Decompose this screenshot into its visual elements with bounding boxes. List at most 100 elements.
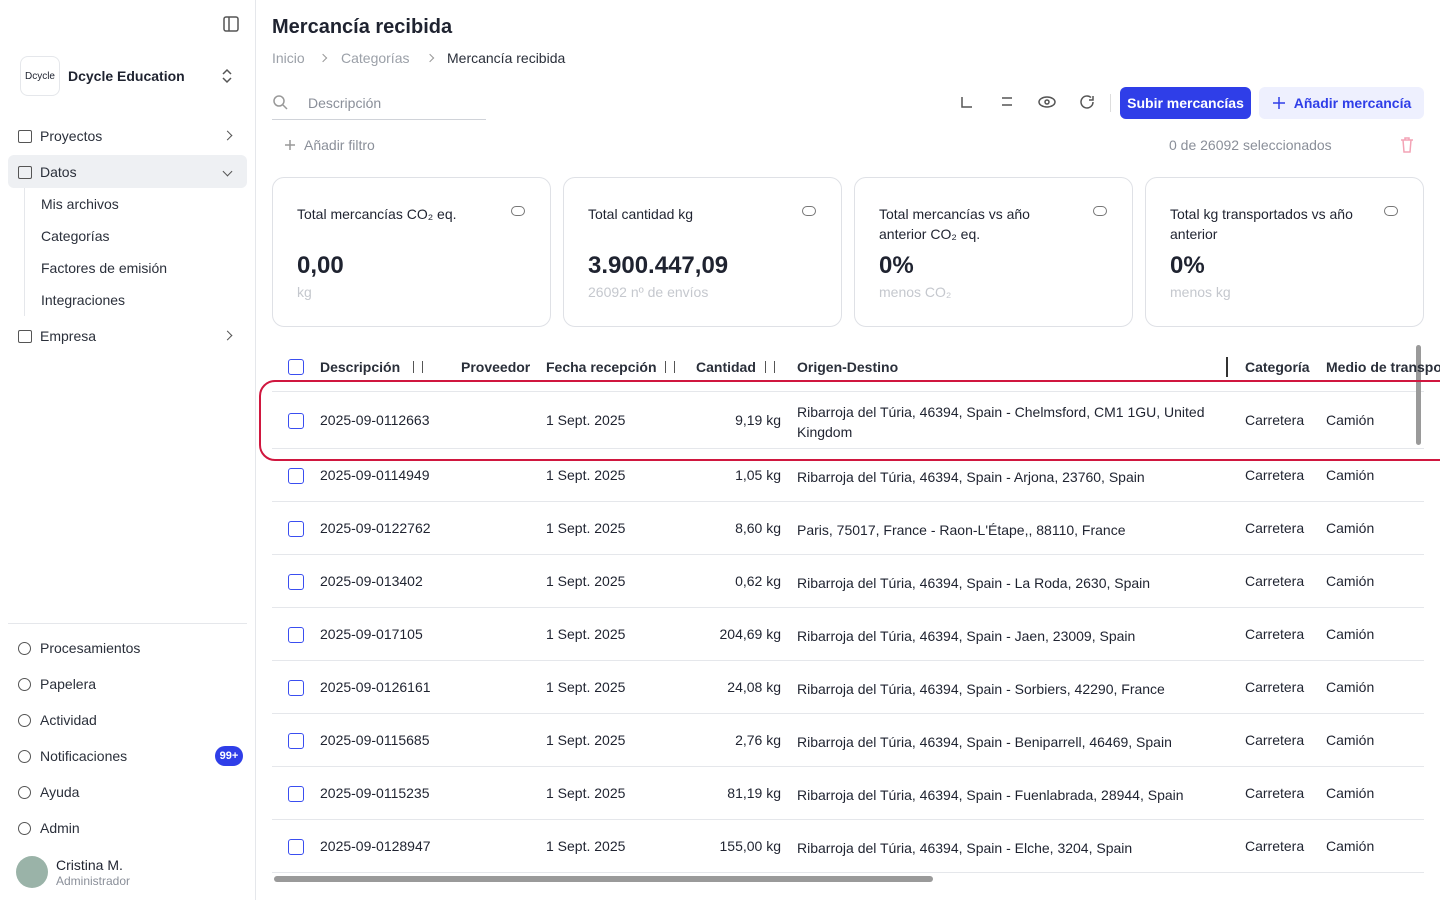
- upload-button[interactable]: Subir mercancías: [1120, 87, 1251, 119]
- card-title: Total kg transportados vs año anterior: [1170, 206, 1353, 242]
- column-header[interactable]: Descripción: [320, 359, 401, 375]
- row-checkbox[interactable]: [288, 838, 304, 855]
- row-border: [272, 448, 1424, 449]
- kpi-card: Total mercancías CO₂ eq. 0,00 kg: [272, 177, 551, 327]
- cell-qty: 1,05 kg: [735, 466, 781, 483]
- cell-date: 1 Sept. 2025: [546, 731, 626, 748]
- cell-date: 1 Sept. 2025: [546, 519, 626, 536]
- cell-transport: Camión: [1326, 466, 1375, 483]
- card-icon: [1093, 206, 1107, 216]
- card-title: Total mercancías vs año anterior CO₂ eq.: [879, 206, 1030, 242]
- row-checkbox[interactable]: [288, 412, 304, 429]
- org-switch[interactable]: [220, 68, 234, 84]
- cell-transport: Camión: [1326, 625, 1375, 642]
- cell-date: 1 Sept. 2025: [546, 466, 626, 483]
- cell-qty: 0,62 kg: [735, 572, 781, 589]
- search-input[interactable]: Descripción: [308, 95, 382, 111]
- row-checkbox[interactable]: [288, 679, 304, 696]
- cell-transport: Camión: [1326, 731, 1375, 748]
- cell-category: Carretera: [1245, 519, 1305, 536]
- nav-item[interactable]: Proyectos: [40, 128, 103, 144]
- row-checkbox[interactable]: [288, 626, 304, 643]
- refresh-icon[interactable]: [1079, 94, 1095, 110]
- view-icon[interactable]: [1038, 95, 1056, 109]
- add-button[interactable]: Añadir mercancía: [1259, 87, 1424, 119]
- cell-id: 2025-09-0114949: [320, 466, 430, 483]
- sort-icon[interactable]: [765, 361, 775, 373]
- subnav-line: [24, 188, 25, 316]
- card-title: Total mercancías CO₂ eq.: [297, 206, 457, 222]
- nav-item[interactable]: Empresa: [40, 328, 97, 344]
- bottom-item[interactable]: Papelera: [40, 676, 97, 692]
- sort-icon[interactable]: [413, 361, 423, 373]
- bottom-item[interactable]: Actividad: [40, 712, 97, 728]
- cell-qty: 24,08 kg: [727, 678, 781, 695]
- org-name[interactable]: Dcycle Education: [68, 68, 185, 84]
- bottom-icon: [18, 750, 31, 763]
- row-border: [272, 819, 1424, 820]
- column-header[interactable]: Fecha recepción: [546, 359, 657, 375]
- column-header[interactable]: Origen-Destino: [797, 359, 899, 375]
- collapse-icon[interactable]: [223, 16, 239, 32]
- tool-icon[interactable]: [960, 95, 974, 109]
- row-checkbox[interactable]: [288, 732, 304, 749]
- row-checkbox[interactable]: [288, 520, 304, 537]
- column-header[interactable]: Medio de transporte: [1326, 359, 1440, 375]
- divider: [8, 623, 247, 624]
- filter-button[interactable]: Añadir filtro: [304, 137, 375, 153]
- sort-icon[interactable]: [665, 361, 675, 373]
- user-name: Cristina M.: [56, 857, 123, 873]
- subnav-item[interactable]: Mis archivos: [41, 196, 119, 212]
- row-border: [272, 660, 1424, 661]
- kpi-card: Total kg transportados vs año anterior 0%…: [1145, 177, 1424, 327]
- column-header[interactable]: Categoría: [1245, 359, 1310, 375]
- subnav-item[interactable]: Categorías: [41, 228, 110, 244]
- active-bg: [8, 155, 247, 188]
- cell-qty: 9,19 kg: [735, 411, 781, 428]
- cell-route: Ribarroja del Túria, 46394, Spain - Jaen…: [797, 627, 1136, 644]
- tool-icon[interactable]: [1000, 95, 1014, 109]
- cell-date: 1 Sept. 2025: [546, 784, 626, 801]
- cell-transport: Camión: [1326, 411, 1375, 428]
- row-border: [272, 713, 1424, 714]
- breadcrumb[interactable]: Inicio: [272, 50, 305, 66]
- nav-icon: [18, 330, 32, 343]
- bottom-item[interactable]: Ayuda: [40, 784, 80, 800]
- cell-route: Ribarroja del Túria, 46394, Spain - Sorb…: [797, 680, 1165, 697]
- bottom-item[interactable]: Admin: [40, 820, 80, 836]
- bottom-item[interactable]: Notificaciones: [40, 748, 128, 764]
- row-checkbox[interactable]: [288, 467, 304, 484]
- nav-item[interactable]: Datos: [40, 164, 77, 180]
- delete-icon[interactable]: [1400, 137, 1414, 153]
- chevron: [222, 330, 233, 341]
- row-border: [272, 766, 1424, 767]
- cell-id: 2025-09-017105: [320, 625, 423, 642]
- column-header[interactable]: Cantidad: [696, 359, 756, 375]
- subnav-item[interactable]: Integraciones: [41, 292, 126, 308]
- row-checkbox[interactable]: [288, 785, 304, 802]
- breadcrumb[interactable]: Categorías: [341, 50, 410, 66]
- plus-icon: [285, 140, 295, 150]
- cell-date: 1 Sept. 2025: [546, 572, 626, 589]
- select-all[interactable]: [288, 359, 304, 375]
- cell-category: Carretera: [1245, 572, 1305, 589]
- subnav-item[interactable]: Factores de emisión: [41, 260, 168, 276]
- chevron: [222, 130, 233, 141]
- kpi-card: Total mercancías vs año anterior CO₂ eq.…: [854, 177, 1133, 327]
- logo: Dcycle: [20, 56, 60, 96]
- cell-id: 2025-09-0122762: [320, 519, 431, 536]
- cell-route: Ribarroja del Túria, 46394, Spain - Arjo…: [797, 468, 1145, 485]
- cell-id: 2025-09-013402: [320, 572, 423, 589]
- column-header[interactable]: Proveedor: [461, 359, 531, 375]
- page-title: Mercancía recibida: [272, 16, 453, 38]
- cell-route: Paris, 75017, France - Raon-L'Étape,, 88…: [797, 521, 1126, 538]
- bottom-icon: [18, 678, 31, 691]
- card-icon: [511, 206, 525, 216]
- bottom-item[interactable]: Procesamientos: [40, 640, 141, 656]
- cell-date: 1 Sept. 2025: [546, 625, 626, 642]
- row-checkbox[interactable]: [288, 573, 304, 590]
- card-value: 3.900.447,09: [588, 252, 729, 279]
- card-sub: menos kg: [1170, 284, 1231, 300]
- cell-category: Carretera: [1245, 411, 1305, 428]
